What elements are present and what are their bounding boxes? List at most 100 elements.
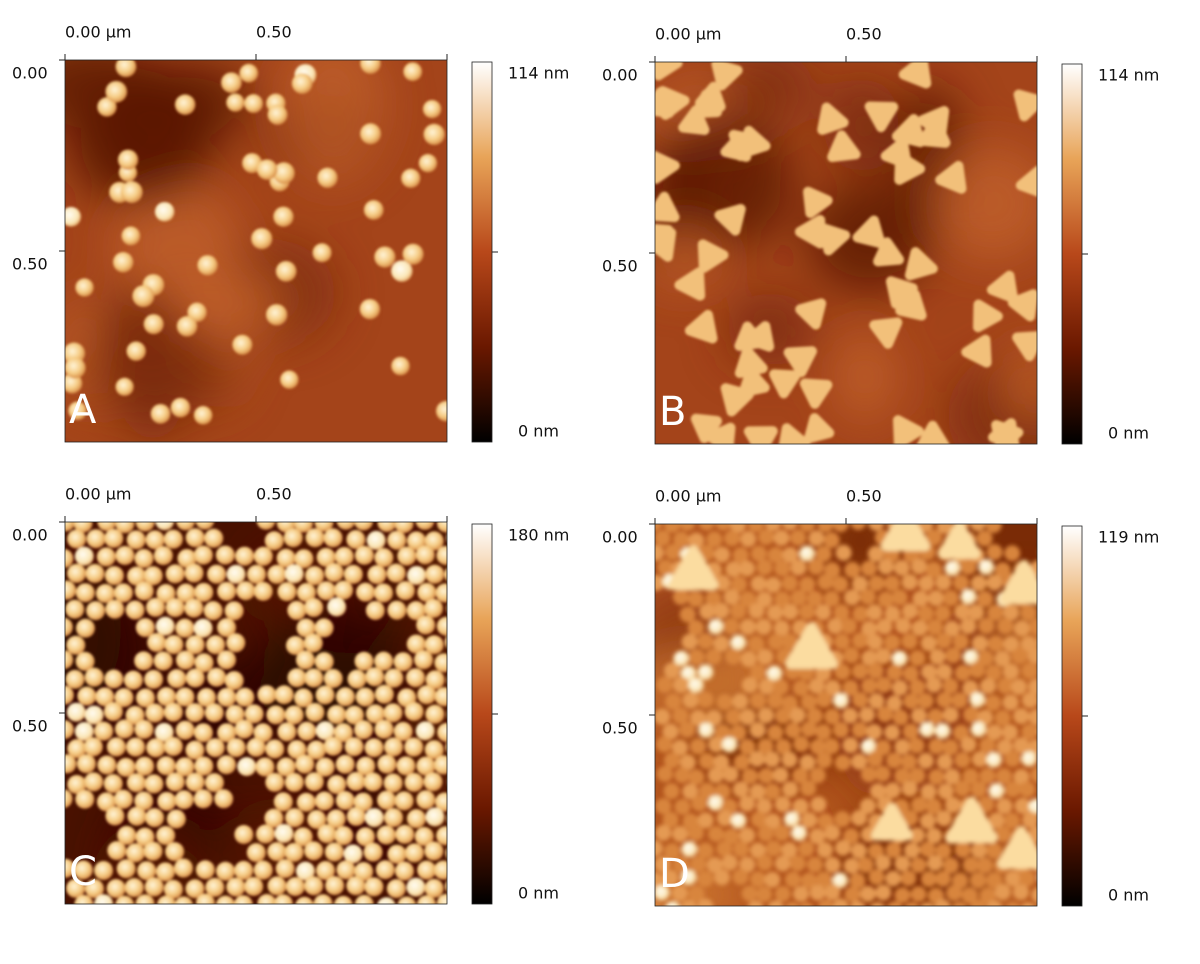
particle: [681, 841, 698, 858]
particle: [721, 736, 738, 753]
particle: [1022, 811, 1037, 828]
particle: [681, 899, 697, 906]
particle: [778, 423, 811, 444]
particle: [333, 895, 353, 904]
particle: [673, 531, 690, 548]
particle: [134, 791, 154, 811]
particle: [1004, 750, 1021, 767]
particle: [680, 869, 697, 886]
particle: [305, 528, 325, 548]
particle: [656, 736, 673, 753]
particle: [916, 420, 950, 444]
particle: [960, 618, 977, 635]
particle: [167, 669, 187, 689]
particle: [987, 604, 1004, 621]
particle: [415, 721, 435, 741]
particle: [705, 710, 722, 727]
particle: [713, 602, 730, 619]
particle: [436, 400, 447, 422]
particle: [165, 598, 185, 618]
particle: [961, 887, 978, 904]
particle: [304, 841, 324, 861]
particle: [267, 876, 287, 896]
particle: [765, 576, 782, 593]
particle: [781, 695, 798, 712]
particle: [217, 687, 237, 707]
x-tick-label: 0.50: [846, 487, 882, 506]
particle: [891, 650, 908, 667]
particle: [750, 692, 767, 709]
particle: [145, 703, 165, 723]
particle: [866, 633, 883, 650]
particle: [221, 72, 242, 93]
particle: [395, 861, 415, 881]
particle: [66, 914, 85, 933]
y-tick-label: 0.50: [12, 255, 48, 274]
particle: [824, 708, 841, 725]
particle: [917, 752, 934, 769]
particle: [739, 738, 756, 755]
particle: [749, 722, 766, 739]
particle: [65, 599, 85, 619]
particle: [235, 546, 255, 566]
particle: [832, 898, 849, 906]
particle: [384, 808, 404, 828]
bright-cluster: [668, 545, 719, 591]
particle: [894, 151, 926, 185]
particle: [416, 790, 436, 810]
particle: [367, 565, 387, 585]
particle: [877, 591, 894, 608]
particle: [767, 692, 784, 709]
particle: [869, 317, 903, 349]
panel: B 0.00 µm 0.00 0.50 0.50 114 nm 0 nm: [602, 25, 1159, 445]
particle: [1013, 769, 1030, 786]
particle: [346, 771, 366, 791]
particle: [276, 757, 296, 777]
particle: [364, 877, 384, 897]
particle: [1039, 665, 1055, 681]
particle: [851, 809, 868, 826]
particle: [197, 688, 217, 708]
particle: [251, 228, 273, 250]
colorbar-min-label: 0 nm: [1108, 424, 1149, 443]
particle: [395, 824, 415, 844]
particle: [905, 902, 919, 906]
particle: [383, 703, 403, 723]
particle: [305, 702, 325, 722]
particle: [175, 687, 195, 707]
particle: [672, 588, 689, 605]
particle: [104, 669, 124, 689]
particle: [708, 825, 725, 842]
particle: [884, 634, 901, 651]
panel: C 0.00 µm 0.00 0.50 0.50 180 nm 0 nm: [12, 485, 569, 933]
panel: A 0.00 µm 0.00 0.50 0.50 114 nm 0 nm: [12, 23, 569, 443]
particle: [711, 62, 743, 91]
particle: [655, 574, 665, 591]
particle: [404, 702, 424, 722]
particle: [671, 885, 688, 902]
particle: [312, 243, 332, 263]
bright-cluster: [785, 622, 838, 669]
particle: [691, 89, 723, 118]
particle: [868, 575, 885, 592]
particle: [910, 886, 927, 903]
colorbar-max-label: 114 nm: [1098, 66, 1159, 85]
particle: [417, 895, 437, 904]
particle: [774, 707, 791, 724]
particle: [1037, 693, 1053, 709]
particle: [720, 383, 754, 417]
particle: [106, 737, 126, 757]
particle: [67, 739, 87, 759]
particle: [741, 676, 758, 693]
particle: [1019, 870, 1036, 887]
particle: [84, 667, 104, 687]
particle: [1004, 781, 1021, 798]
particle: [403, 62, 423, 81]
particle: [277, 722, 297, 742]
particle: [927, 590, 944, 607]
particle: [980, 677, 997, 694]
particle: [295, 650, 315, 670]
particle: [436, 545, 447, 565]
particle: [417, 860, 437, 880]
particle: [1002, 694, 1019, 711]
